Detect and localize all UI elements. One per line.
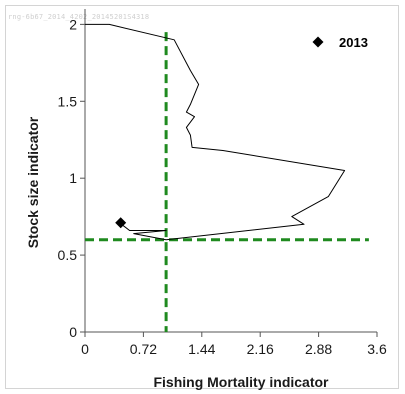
y-tick-label: 2	[69, 16, 77, 32]
y-tick-label: 0.5	[58, 247, 78, 263]
x-tick-label: 0	[81, 341, 89, 357]
x-tick-label: 1.44	[188, 341, 215, 357]
y-tick-label: 1.5	[58, 93, 78, 109]
reference-lines	[85, 32, 369, 332]
chart-frame	[5, 5, 399, 389]
legend: 2013	[312, 35, 368, 50]
legend-diamond-marker	[312, 36, 324, 48]
y-tick-label: 0	[69, 324, 77, 340]
x-tick-label: 2.16	[247, 341, 274, 357]
axes: 0 0.72 1.44 2.16 2.88 3.6 0 0.5 1 1.5 2	[58, 9, 387, 357]
trajectory-line	[85, 23, 346, 241]
x-tick-label: 2.88	[305, 341, 332, 357]
x-tick-label: 3.6	[367, 341, 387, 357]
x-axis-title: Fishing Mortality indicator	[153, 374, 329, 390]
series-layer	[85, 23, 346, 241]
axis-titles: Fishing Mortality indicator Stock size in…	[25, 116, 329, 390]
y-tick-label: 1	[69, 170, 77, 186]
y-axis-title: Stock size indicator	[25, 116, 41, 248]
legend-label-2013: 2013	[339, 35, 368, 50]
x-tick-label: 0.72	[130, 341, 157, 357]
marker-diamond-2013	[115, 217, 127, 229]
watermark-text: rng-6b67_2014_4202_20145201S4318	[8, 13, 150, 21]
